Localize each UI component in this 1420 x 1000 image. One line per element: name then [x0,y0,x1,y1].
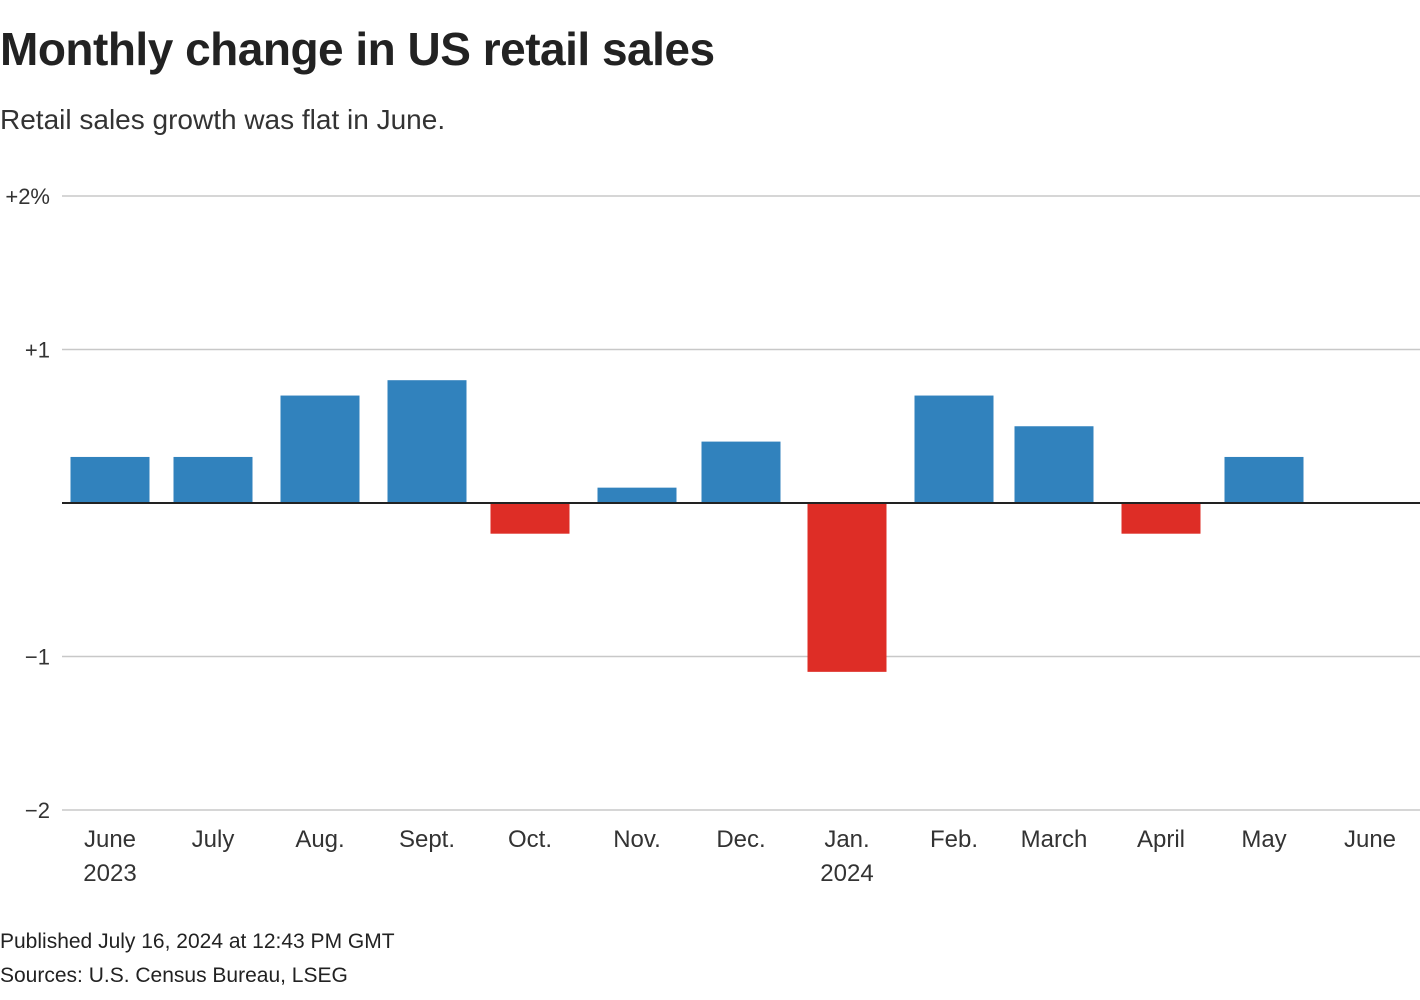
x-tick-label: Nov. [613,826,661,853]
bar [1121,503,1201,534]
bar [914,395,994,503]
y-tick-label: −1 [25,645,50,670]
bar [1014,426,1094,503]
bar [1224,456,1304,503]
x-tick-label: May [1241,826,1286,853]
y-tick-label: +1 [25,338,50,363]
x-tick-label: Jan. [824,826,869,853]
bar [597,487,677,503]
bar [280,395,360,503]
x-tick-label: Feb. [930,826,978,853]
x-tick-label: Aug. [295,826,344,853]
bar [807,503,887,672]
published-date: Published July 16, 2024 at 12:43 PM GMT [0,930,395,953]
y-tick-label: +2% [5,184,50,209]
bar-chart: +2% +1 −1 −2 June 2023 July Aug. Sept. Oct. Nov. De… [5,184,1420,887]
bar [490,503,570,534]
x-tick-label: June [84,826,136,853]
x-tick-label: March [1021,826,1088,853]
sources: Sources: U.S. Census Bureau, LSEG [0,964,348,987]
x-tick-label: June [1344,826,1396,853]
x-tick-label: April [1137,826,1185,853]
x-tick-year-label: 2024 [820,860,873,887]
bar [387,380,467,503]
x-tick-label: July [192,826,235,853]
x-tick-label: Dec. [716,826,765,853]
x-tick-year-label: 2023 [83,860,136,887]
x-tick-label: Sept. [399,826,455,853]
chart-title: Monthly change in US retail sales [0,23,715,75]
bar [173,456,253,503]
bar [701,441,781,503]
y-tick-label: −2 [25,798,50,823]
bar [70,456,150,503]
chart-subtitle: Retail sales growth was flat in June. [0,104,446,135]
x-tick-label: Oct. [508,826,552,853]
